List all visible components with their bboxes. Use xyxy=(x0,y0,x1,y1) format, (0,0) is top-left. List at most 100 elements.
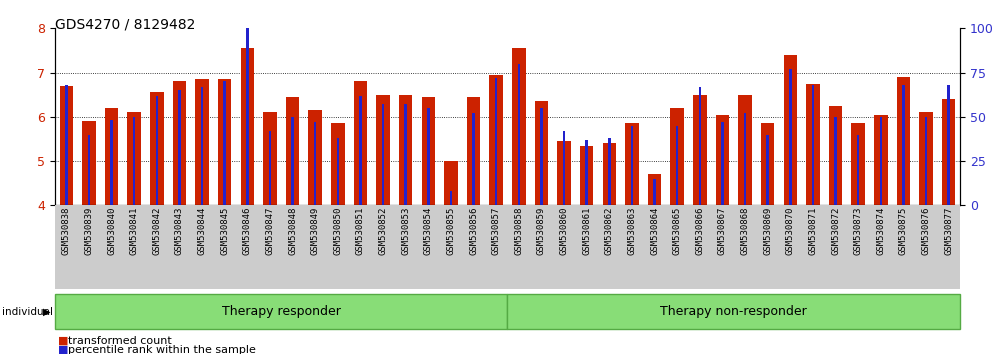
Text: GSM530850: GSM530850 xyxy=(333,207,342,256)
Bar xyxy=(670,108,684,205)
Bar xyxy=(902,85,905,205)
Bar xyxy=(716,115,729,205)
Bar xyxy=(404,104,407,205)
Bar xyxy=(744,113,746,205)
Text: transformed count: transformed count xyxy=(68,336,172,346)
Bar xyxy=(699,87,701,205)
Bar xyxy=(331,124,345,205)
Bar xyxy=(308,110,322,205)
Bar xyxy=(427,108,430,205)
Bar xyxy=(354,81,367,205)
Bar xyxy=(201,87,203,205)
Text: GSM530864: GSM530864 xyxy=(650,207,659,256)
Text: GSM530866: GSM530866 xyxy=(695,207,704,256)
Bar xyxy=(376,95,390,205)
Text: individual: individual xyxy=(2,307,53,316)
Text: GSM530857: GSM530857 xyxy=(492,207,501,256)
Bar xyxy=(563,131,565,205)
Text: GSM530869: GSM530869 xyxy=(763,207,772,256)
Text: GSM530841: GSM530841 xyxy=(130,207,139,256)
Text: Therapy responder: Therapy responder xyxy=(222,305,341,318)
Bar xyxy=(218,79,231,205)
Bar xyxy=(178,90,181,205)
Text: GSM530861: GSM530861 xyxy=(582,207,591,256)
Bar xyxy=(829,106,842,205)
Bar xyxy=(676,126,678,205)
Bar xyxy=(897,77,910,205)
Bar xyxy=(246,28,249,205)
Bar xyxy=(721,122,724,205)
Text: GSM530854: GSM530854 xyxy=(424,207,433,256)
Text: GSM530858: GSM530858 xyxy=(514,207,523,256)
Bar xyxy=(834,117,837,205)
Bar xyxy=(286,97,299,205)
Bar xyxy=(693,95,707,205)
Bar xyxy=(150,92,164,205)
Bar xyxy=(535,101,548,205)
Bar xyxy=(133,117,135,205)
Text: GSM530855: GSM530855 xyxy=(446,207,455,256)
Text: GSM530847: GSM530847 xyxy=(265,207,274,256)
Bar xyxy=(88,135,90,205)
Bar xyxy=(925,117,927,205)
Text: GSM530844: GSM530844 xyxy=(198,207,207,256)
Text: GSM530862: GSM530862 xyxy=(605,207,614,256)
Bar xyxy=(580,145,593,205)
Bar xyxy=(495,78,497,205)
Bar xyxy=(608,138,611,205)
Bar xyxy=(512,48,526,205)
Bar xyxy=(812,85,814,205)
Bar xyxy=(65,85,68,205)
Text: GSM530859: GSM530859 xyxy=(537,207,546,256)
Text: GSM530839: GSM530839 xyxy=(84,207,93,256)
Bar xyxy=(880,117,882,205)
Bar xyxy=(467,97,480,205)
Bar xyxy=(269,131,271,205)
Text: ■: ■ xyxy=(58,336,68,346)
Text: GSM530852: GSM530852 xyxy=(379,207,388,256)
Text: GSM530838: GSM530838 xyxy=(62,207,71,256)
Bar xyxy=(291,117,294,205)
Bar xyxy=(874,115,888,205)
Bar xyxy=(653,179,656,205)
Text: GSM530873: GSM530873 xyxy=(854,207,863,256)
Text: ▶: ▶ xyxy=(42,307,50,316)
Text: GSM530849: GSM530849 xyxy=(311,207,320,256)
Bar xyxy=(784,55,797,205)
Bar xyxy=(518,64,520,205)
Bar xyxy=(422,97,435,205)
Text: GSM530860: GSM530860 xyxy=(560,207,569,256)
Text: GSM530851: GSM530851 xyxy=(356,207,365,256)
Bar xyxy=(789,69,792,205)
Text: GSM530846: GSM530846 xyxy=(243,207,252,256)
Bar xyxy=(156,96,158,205)
Bar xyxy=(919,113,933,205)
Text: GSM530853: GSM530853 xyxy=(401,207,410,256)
Bar xyxy=(241,48,254,205)
Bar xyxy=(851,124,865,205)
Text: GSM530875: GSM530875 xyxy=(899,207,908,256)
Text: GSM530856: GSM530856 xyxy=(469,207,478,256)
Bar xyxy=(263,113,277,205)
Text: GSM530840: GSM530840 xyxy=(107,207,116,256)
Bar xyxy=(557,141,571,205)
Bar xyxy=(489,75,503,205)
Text: GSM530868: GSM530868 xyxy=(741,207,750,256)
Text: Therapy non-responder: Therapy non-responder xyxy=(660,305,807,318)
Text: GSM530865: GSM530865 xyxy=(673,207,682,256)
Text: GSM530874: GSM530874 xyxy=(876,207,885,256)
Bar xyxy=(382,104,384,205)
Bar xyxy=(648,175,661,205)
Bar xyxy=(738,95,752,205)
Bar xyxy=(223,81,226,205)
Text: GSM530863: GSM530863 xyxy=(627,207,636,256)
Text: GSM530842: GSM530842 xyxy=(152,207,161,256)
Text: GSM530872: GSM530872 xyxy=(831,207,840,256)
Bar xyxy=(110,120,113,205)
Bar xyxy=(806,84,820,205)
Bar xyxy=(444,161,458,205)
Text: GDS4270 / 8129482: GDS4270 / 8129482 xyxy=(55,18,195,32)
Bar xyxy=(603,143,616,205)
Bar xyxy=(631,126,633,205)
Text: GSM530876: GSM530876 xyxy=(922,207,931,256)
